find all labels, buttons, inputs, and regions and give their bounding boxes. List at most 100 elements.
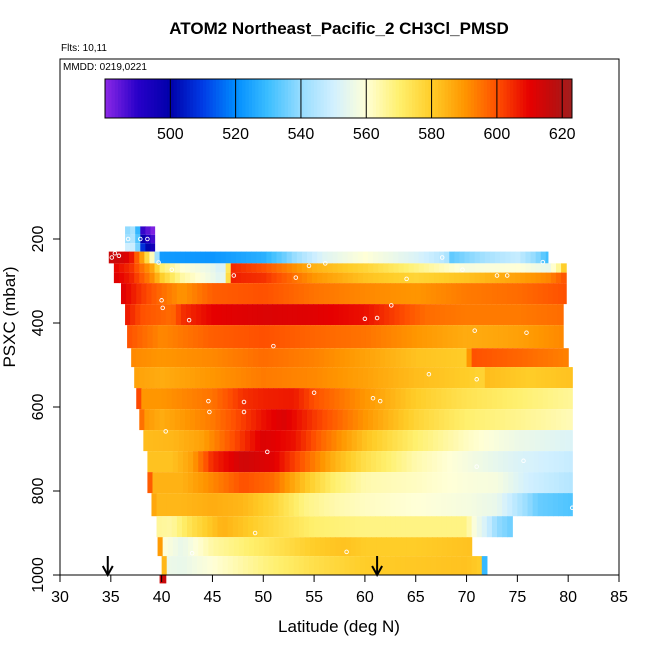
colorbar-tick-label: 620 bbox=[549, 126, 576, 143]
heatmap-cell bbox=[274, 472, 281, 494]
heatmap-row bbox=[125, 234, 156, 244]
x-tick-label: 55 bbox=[305, 589, 323, 606]
heatmap-cell bbox=[457, 325, 464, 349]
heatmap-cell bbox=[434, 367, 440, 389]
heatmap-cell bbox=[237, 283, 244, 305]
heatmap-cell bbox=[466, 516, 473, 538]
colorbar-cell bbox=[274, 79, 279, 118]
heatmap-cell bbox=[150, 234, 156, 244]
heatmap-cell bbox=[162, 537, 169, 557]
heatmap-cell bbox=[393, 409, 400, 431]
heatmap-cell bbox=[289, 325, 296, 349]
heatmap-cell bbox=[190, 272, 196, 284]
heatmap-cell bbox=[526, 304, 533, 326]
heatmap-cell bbox=[467, 451, 474, 473]
heatmap-row bbox=[161, 556, 488, 575]
heatmap-cell bbox=[258, 348, 264, 368]
heatmap-cell bbox=[481, 516, 488, 538]
heatmap-cell bbox=[464, 409, 471, 431]
heatmap-cell bbox=[314, 348, 320, 368]
heatmap-cell bbox=[222, 516, 229, 538]
heatmap-cell bbox=[403, 272, 410, 284]
heatmap-cell bbox=[325, 537, 331, 557]
heatmap-cell bbox=[289, 537, 296, 557]
heatmap-cell bbox=[517, 493, 524, 517]
heatmap-cell bbox=[481, 348, 488, 368]
heatmap-cell bbox=[205, 251, 212, 264]
heatmap-cell bbox=[215, 367, 222, 389]
heatmap-cell bbox=[337, 263, 344, 273]
heatmap-cell bbox=[500, 367, 506, 389]
heatmap-cell bbox=[222, 388, 229, 410]
heatmap-cell bbox=[505, 367, 511, 389]
heatmap-cell bbox=[166, 516, 173, 538]
heatmap-cell bbox=[431, 472, 438, 494]
heatmap-cell bbox=[434, 409, 440, 431]
heatmap-cell bbox=[426, 472, 433, 494]
heatmap-cell bbox=[325, 451, 331, 473]
heatmap-cell bbox=[339, 516, 346, 538]
heatmap-cell bbox=[479, 409, 486, 431]
colorbar-cell bbox=[428, 79, 433, 118]
heatmap-cell bbox=[391, 472, 398, 494]
heatmap-cell bbox=[458, 430, 465, 452]
heatmap-cell bbox=[243, 325, 250, 349]
heatmap-cell bbox=[387, 430, 393, 452]
heatmap-cell bbox=[330, 451, 337, 473]
heatmap-cell bbox=[539, 430, 546, 452]
heatmap-cell bbox=[262, 304, 268, 326]
heatmap-cell bbox=[327, 367, 333, 389]
heatmap-row bbox=[147, 451, 573, 473]
heatmap-cell bbox=[276, 251, 283, 264]
heatmap-cell bbox=[417, 430, 424, 452]
heatmap-cell bbox=[408, 251, 415, 264]
colorbar-cell bbox=[183, 79, 188, 118]
heatmap-cell bbox=[248, 348, 254, 368]
heatmap-cell bbox=[281, 409, 288, 431]
heatmap-cell bbox=[403, 263, 410, 273]
heatmap-cell bbox=[456, 283, 463, 305]
heatmap-row bbox=[125, 226, 156, 235]
colorbar-cell bbox=[536, 79, 540, 118]
heatmap-cell bbox=[491, 516, 498, 538]
heatmap-cell bbox=[430, 556, 437, 575]
heatmap-cell bbox=[306, 367, 313, 389]
heatmap-cell bbox=[550, 272, 557, 284]
heatmap-cell bbox=[167, 472, 174, 494]
y-tick-label: 800 bbox=[30, 478, 47, 505]
heatmap-cell bbox=[344, 348, 351, 368]
heatmap-cell bbox=[225, 251, 232, 264]
heatmap-cell bbox=[497, 388, 503, 410]
heatmap-cell bbox=[220, 367, 227, 389]
heatmap-cell bbox=[198, 451, 204, 473]
colorbar-cell bbox=[496, 79, 501, 118]
heatmap-cell bbox=[388, 272, 394, 284]
colorbar-cell bbox=[487, 79, 491, 118]
heatmap-cell bbox=[535, 367, 542, 389]
heatmap-row bbox=[156, 516, 513, 538]
heatmap-cell bbox=[477, 472, 484, 494]
heatmap-cell bbox=[185, 367, 191, 389]
heatmap-cell bbox=[325, 472, 331, 494]
heatmap-cell bbox=[383, 251, 389, 264]
heatmap-cell bbox=[298, 556, 305, 575]
heatmap-cell bbox=[201, 304, 207, 326]
heatmap-cell bbox=[235, 251, 242, 264]
heatmap-cell bbox=[140, 304, 146, 326]
heatmap-cell bbox=[238, 537, 245, 557]
heatmap-cell bbox=[217, 283, 224, 305]
heatmap-cell bbox=[250, 430, 256, 452]
heatmap-cell bbox=[147, 451, 154, 473]
heatmap-cell bbox=[278, 516, 285, 538]
heatmap-cell bbox=[304, 325, 311, 349]
heatmap-cell bbox=[200, 251, 206, 264]
heatmap-row bbox=[143, 430, 573, 452]
heatmap-cell bbox=[217, 388, 224, 410]
heatmap-cell bbox=[290, 430, 297, 452]
heatmap-cell bbox=[481, 283, 488, 305]
heatmap-cell bbox=[467, 472, 474, 494]
colorbar-cell bbox=[131, 79, 135, 118]
heatmap-cell bbox=[546, 304, 553, 326]
heatmap-cell bbox=[192, 283, 198, 305]
colorbar-cell bbox=[140, 79, 145, 118]
